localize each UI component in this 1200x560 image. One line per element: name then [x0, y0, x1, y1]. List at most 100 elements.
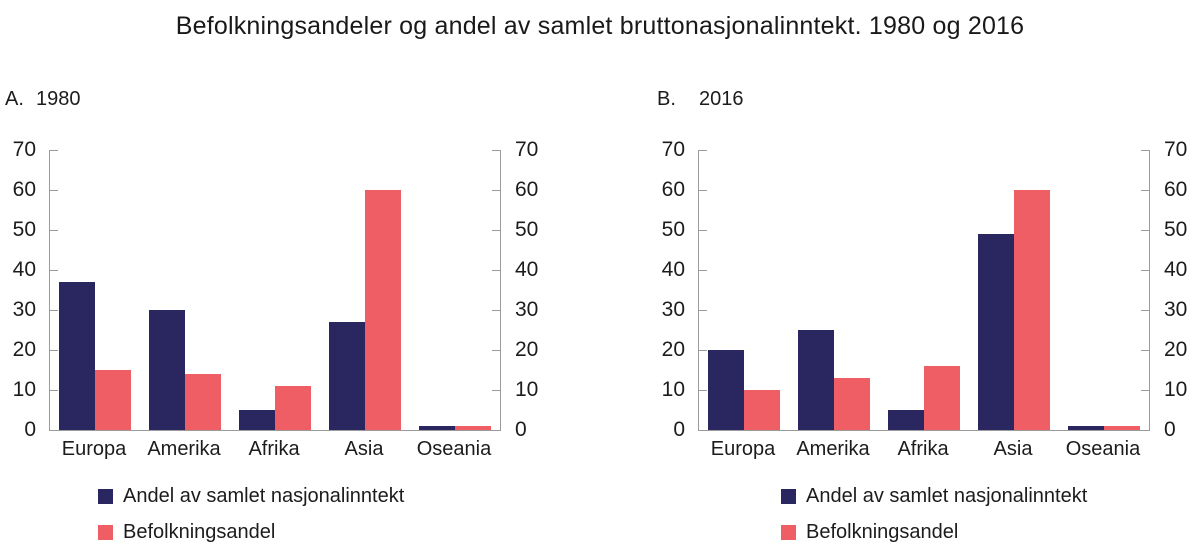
- legend-label: Andel av samlet nasjonalinntekt: [806, 484, 1088, 507]
- bars: [699, 150, 1149, 430]
- axis-tick: [50, 150, 58, 151]
- y-axis-right-tick-label: 60: [515, 178, 539, 201]
- y-axis-right-tick-label: 70: [515, 138, 539, 161]
- legend-item: Befolkningsandel: [98, 519, 518, 545]
- bar: [1014, 190, 1050, 430]
- x-axis-label-europa: Europa: [61, 438, 127, 460]
- y-axis-right-tick-label: 10: [1164, 378, 1188, 401]
- axis-tick: [492, 230, 500, 231]
- axis-tick: [1141, 150, 1149, 151]
- bar-group-asia: [969, 150, 1059, 430]
- axis-tick: [699, 190, 707, 191]
- panel-2016: B. 2016 Europa Amerika Afrika Asia Oseania A…: [649, 80, 1200, 560]
- legend-label: Andel av samlet nasjonalinntekt: [123, 484, 405, 507]
- axis-tick: [1141, 310, 1149, 311]
- y-axis-right-tick-label: 20: [515, 338, 539, 361]
- bar-group-amerika: [789, 150, 879, 430]
- axis-tick: [50, 350, 58, 351]
- x-axis-label-oseania: Oseania: [416, 438, 492, 460]
- axis-tick: [699, 390, 707, 391]
- axis-tick: [492, 150, 500, 151]
- y-axis-right-tick-label: 0: [1164, 418, 1176, 441]
- legend-item: Befolkningsandel: [781, 519, 1200, 545]
- axis-tick: [699, 350, 707, 351]
- y-axis-right-tick-label: 30: [515, 298, 539, 321]
- y-axis-right-tick-label: 50: [1164, 218, 1188, 241]
- axis-tick: [50, 230, 58, 231]
- x-axis-label-afrika: Afrika: [248, 438, 300, 460]
- axis-tick: [1141, 390, 1149, 391]
- y-axis-right-tick-label: 60: [1164, 178, 1188, 201]
- axis-tick: [50, 390, 58, 391]
- legend-swatch-icon: [781, 524, 796, 540]
- y-axis-right-tick-label: 40: [1164, 258, 1188, 281]
- x-axis-labels: Europa Amerika Afrika Asia Oseania: [698, 438, 1148, 460]
- bar-group-oseania: [410, 150, 500, 430]
- axis-tick: [492, 310, 500, 311]
- bar: [924, 366, 960, 430]
- bar-group-afrika: [230, 150, 320, 430]
- bar: [834, 378, 870, 430]
- legend-swatch-icon: [98, 524, 113, 540]
- bar: [798, 330, 834, 430]
- y-axis-left-tick-label: 40: [12, 258, 36, 281]
- bar: [1104, 426, 1140, 430]
- bar: [978, 234, 1014, 430]
- bar: [149, 310, 185, 430]
- legend-swatch-icon: [781, 488, 796, 504]
- x-axis-labels: Europa Amerika Afrika Asia Oseania: [49, 438, 499, 460]
- x-axis-label-asia: Asia: [993, 438, 1033, 460]
- axis-tick: [492, 350, 500, 351]
- axis-tick: [699, 150, 707, 151]
- axis-tick: [699, 310, 707, 311]
- x-axis-label-europa: Europa: [710, 438, 776, 460]
- x-axis-label-afrika: Afrika: [897, 438, 949, 460]
- bar: [708, 350, 744, 430]
- y-axis-left-tick-label: 30: [661, 298, 685, 321]
- bar: [329, 322, 365, 430]
- panel-label: B. 2016: [649, 88, 949, 112]
- axis-tick: [1141, 230, 1149, 231]
- plot-area: [698, 150, 1150, 431]
- bar: [419, 426, 455, 430]
- legend-label: Befolkningsandel: [806, 520, 959, 543]
- y-axis-left-tick-label: 30: [12, 298, 36, 321]
- y-axis-right-tick-label: 30: [1164, 298, 1188, 321]
- panel-year: 2016: [699, 88, 744, 110]
- y-axis-left-tick-label: 0: [24, 418, 36, 441]
- y-axis-right-tick-label: 70: [1164, 138, 1188, 161]
- y-axis-left-tick-label: 40: [661, 258, 685, 281]
- legend-item: Andel av samlet nasjonalinntekt: [98, 483, 518, 509]
- bar: [455, 426, 491, 430]
- x-axis-label-asia: Asia: [344, 438, 384, 460]
- bar: [744, 390, 780, 430]
- bar: [185, 374, 221, 430]
- bars: [50, 150, 500, 430]
- bar: [275, 386, 311, 430]
- legend: Andel av samlet nasjonalinntekt Befolknin…: [781, 483, 1200, 555]
- panel-1980: A. 1980 Europa Amerika Afrika Asia Oseania A…: [0, 80, 600, 560]
- y-axis-left-tick-label: 20: [661, 338, 685, 361]
- bar-group-europa: [699, 150, 789, 430]
- panel-label: A. 1980: [0, 88, 300, 112]
- axis-tick: [1141, 190, 1149, 191]
- axis-tick: [699, 230, 707, 231]
- bar-group-asia: [320, 150, 410, 430]
- x-axis-label-amerika: Amerika: [147, 438, 221, 460]
- panel-letter: A.: [5, 88, 24, 110]
- y-axis-left-tick-label: 70: [12, 138, 36, 161]
- bar-group-afrika: [879, 150, 969, 430]
- y-axis-left-tick-label: 50: [12, 218, 36, 241]
- y-axis-left-tick-label: 0: [673, 418, 685, 441]
- y-axis-left-tick-label: 70: [661, 138, 685, 161]
- bar: [888, 410, 924, 430]
- axis-tick: [492, 270, 500, 271]
- legend: Andel av samlet nasjonalinntekt Befolknin…: [98, 483, 518, 555]
- axis-tick: [492, 190, 500, 191]
- bar-group-oseania: [1059, 150, 1149, 430]
- legend-item: Andel av samlet nasjonalinntekt: [781, 483, 1200, 509]
- bar-group-amerika: [140, 150, 230, 430]
- axis-tick: [699, 270, 707, 271]
- y-axis-left-tick-label: 10: [12, 378, 36, 401]
